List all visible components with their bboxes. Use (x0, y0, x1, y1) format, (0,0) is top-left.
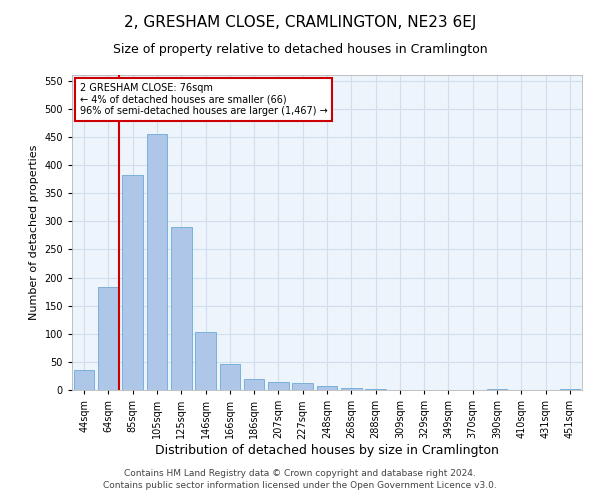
Bar (171, 227, 191, 390)
Text: 2, GRESHAM CLOSE, CRAMLINGTON, NE23 6EJ: 2, GRESHAM CLOSE, CRAMLINGTON, NE23 6EJ (124, 15, 476, 30)
Bar (122, 174, 143, 390)
Text: 2 GRESHAM CLOSE: 76sqm
← 4% of detached houses are smaller (66)
96% of semi-deta: 2 GRESHAM CLOSE: 76sqm ← 4% of detached … (80, 83, 328, 116)
Text: Contains public sector information licensed under the Open Government Licence v3: Contains public sector information licen… (103, 481, 497, 490)
Bar (98, 287, 119, 390)
Text: Contains HM Land Registry data © Crown copyright and database right 2024.: Contains HM Land Registry data © Crown c… (124, 468, 476, 477)
Bar (268, 382, 289, 390)
Bar (74, 370, 94, 390)
X-axis label: Distribution of detached houses by size in Cramlington: Distribution of detached houses by size … (155, 444, 499, 457)
Bar (341, 388, 362, 390)
Bar (195, 332, 216, 390)
Bar (220, 364, 240, 390)
Bar (317, 386, 337, 390)
Y-axis label: Number of detached properties: Number of detached properties (29, 145, 39, 320)
Bar (146, 134, 167, 390)
Bar (292, 383, 313, 390)
Text: Size of property relative to detached houses in Cramlington: Size of property relative to detached ho… (113, 42, 487, 56)
Bar (244, 379, 265, 390)
